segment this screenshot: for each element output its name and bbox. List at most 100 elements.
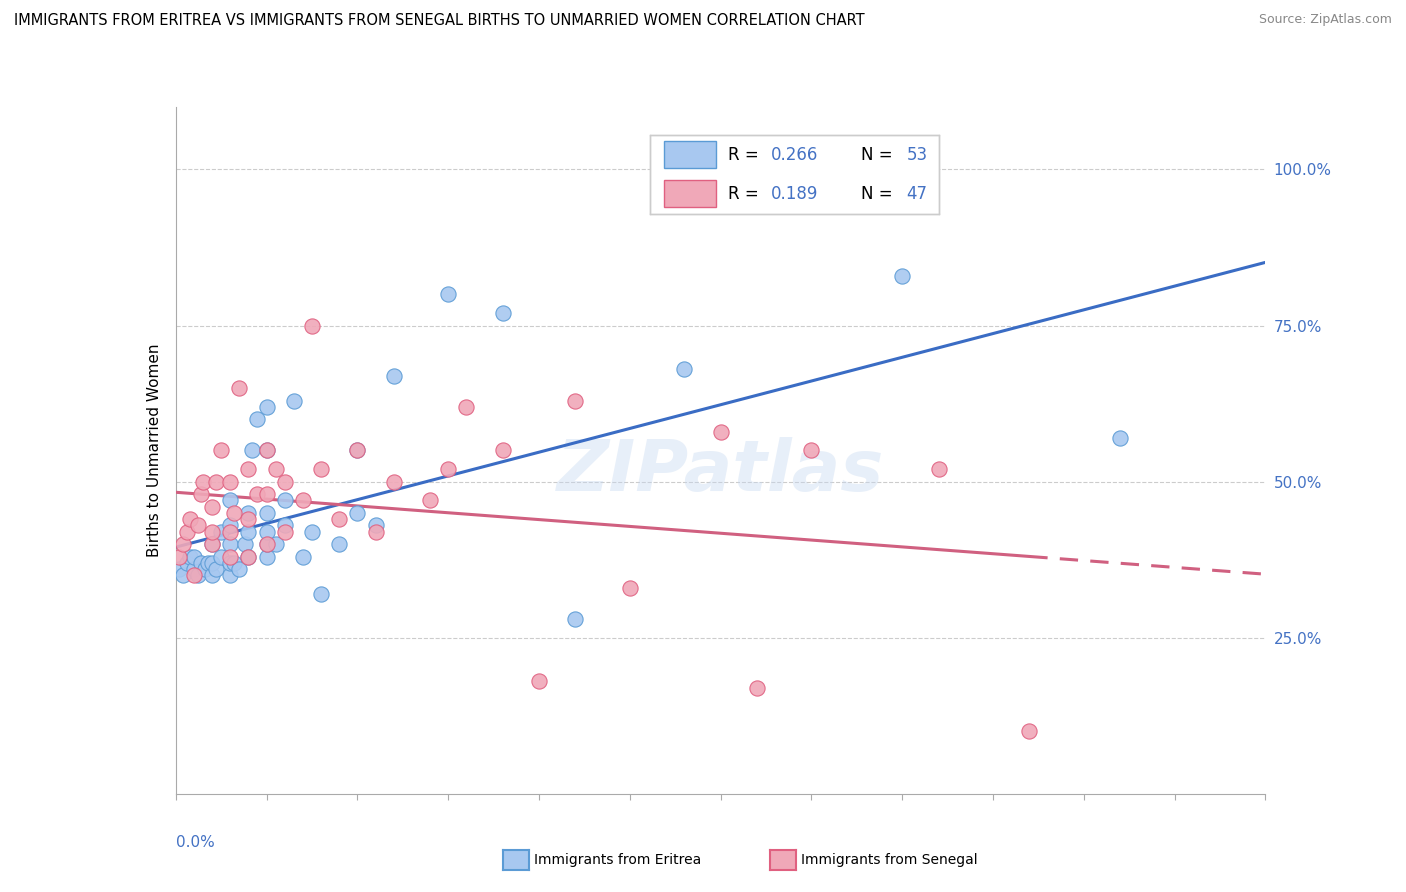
Point	[186, 568, 209, 582]
Point	[364, 524, 387, 539]
Point	[928, 462, 950, 476]
Point	[456, 400, 478, 414]
Point	[291, 493, 314, 508]
Text: Immigrants from Senegal: Immigrants from Senegal	[801, 853, 979, 867]
Point	[256, 487, 278, 501]
Point	[238, 462, 260, 476]
Point	[328, 537, 350, 551]
Point	[274, 493, 297, 508]
Point	[492, 306, 515, 320]
Point	[219, 549, 242, 564]
Point	[264, 462, 287, 476]
Point	[194, 562, 217, 576]
Point	[201, 556, 224, 570]
Point	[301, 524, 323, 539]
Point	[190, 556, 212, 570]
Point	[564, 612, 586, 626]
Point	[291, 549, 314, 564]
Text: ZIPatlas: ZIPatlas	[557, 436, 884, 506]
Point	[219, 493, 242, 508]
Point	[201, 537, 224, 551]
Point	[301, 318, 323, 333]
Point	[176, 524, 198, 539]
Point	[190, 487, 212, 501]
Point	[219, 475, 242, 489]
Point	[209, 524, 232, 539]
Text: 0.0%: 0.0%	[176, 835, 215, 850]
Point	[186, 518, 209, 533]
Point	[673, 362, 696, 376]
Point	[191, 475, 214, 489]
Point	[209, 549, 232, 564]
Point	[256, 443, 278, 458]
Point	[219, 568, 242, 582]
Point	[256, 400, 278, 414]
Point	[283, 393, 305, 408]
Point	[204, 475, 226, 489]
Point	[346, 443, 368, 458]
Point	[169, 549, 191, 564]
Point	[201, 568, 224, 582]
Point	[437, 287, 460, 301]
Point	[219, 537, 242, 551]
Text: Source: ZipAtlas.com: Source: ZipAtlas.com	[1258, 13, 1392, 27]
Point	[256, 549, 278, 564]
Point	[228, 381, 250, 395]
Point	[238, 512, 260, 526]
Point	[346, 506, 368, 520]
Point	[564, 393, 586, 408]
Point	[238, 549, 260, 564]
Point	[274, 475, 297, 489]
Point	[183, 549, 205, 564]
Point	[240, 443, 263, 458]
Point	[238, 524, 260, 539]
Point	[346, 443, 368, 458]
Text: IMMIGRANTS FROM ERITREA VS IMMIGRANTS FROM SENEGAL BIRTHS TO UNMARRIED WOMEN COR: IMMIGRANTS FROM ERITREA VS IMMIGRANTS FR…	[14, 13, 865, 29]
Point	[492, 443, 515, 458]
Point	[891, 268, 914, 283]
Point	[1018, 724, 1040, 739]
Point	[800, 443, 823, 458]
Point	[219, 524, 242, 539]
Point	[1109, 431, 1132, 445]
Point	[238, 549, 260, 564]
Point	[169, 562, 191, 576]
Point	[274, 518, 297, 533]
Point	[204, 562, 226, 576]
Point	[309, 587, 332, 601]
Point	[382, 475, 405, 489]
Point	[745, 681, 768, 695]
Point	[183, 562, 205, 576]
Point	[527, 674, 550, 689]
Point	[364, 518, 387, 533]
Y-axis label: Births to Unmarried Women: Births to Unmarried Women	[146, 343, 162, 558]
Point	[201, 537, 224, 551]
Point	[201, 500, 224, 514]
Text: Immigrants from Eritrea: Immigrants from Eritrea	[534, 853, 702, 867]
Point	[710, 425, 733, 439]
Point	[222, 506, 245, 520]
Point	[256, 537, 278, 551]
Point	[183, 568, 205, 582]
Point	[437, 462, 460, 476]
Point	[179, 512, 201, 526]
Point	[256, 524, 278, 539]
Point	[238, 506, 260, 520]
Point	[309, 462, 332, 476]
Point	[219, 518, 242, 533]
Point	[179, 549, 201, 564]
Point	[197, 556, 219, 570]
Point	[328, 512, 350, 526]
Point	[246, 487, 269, 501]
Point	[264, 537, 287, 551]
Point	[256, 537, 278, 551]
Point	[256, 443, 278, 458]
Point	[176, 556, 198, 570]
Point	[222, 556, 245, 570]
Point	[619, 581, 641, 595]
Point	[382, 368, 405, 383]
Point	[246, 412, 269, 426]
Point	[201, 524, 224, 539]
Point	[209, 443, 232, 458]
Point	[219, 556, 242, 570]
